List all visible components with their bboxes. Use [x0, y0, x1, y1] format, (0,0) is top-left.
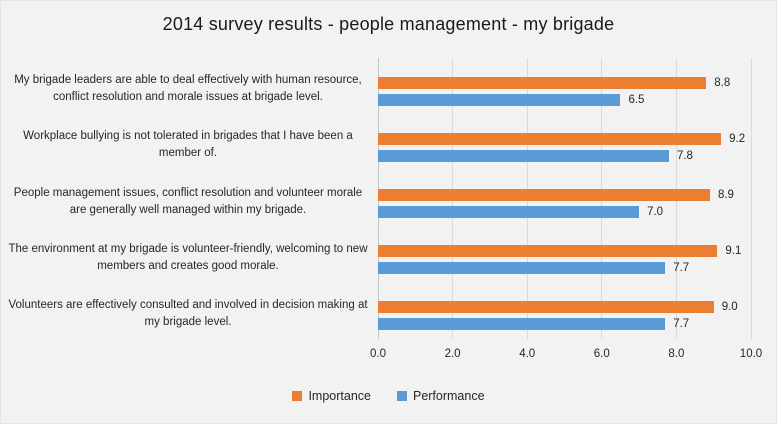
category-row: Volunteers are effectively consulted and… — [1, 286, 751, 342]
importance-bar-line: 9.2 — [378, 132, 751, 145]
legend-label: Importance — [308, 389, 371, 403]
category-label: People management issues, conflict resol… — [13, 186, 363, 216]
importance-bar[interactable] — [378, 189, 710, 201]
category-row: The environment at my brigade is volunte… — [1, 230, 751, 286]
performance-bar-line: 7.8 — [378, 149, 751, 162]
category-label: Workplace bullying is not tolerated in b… — [23, 130, 353, 160]
x-tick-label: 0.0 — [370, 348, 386, 360]
performance-value-label: 7.7 — [673, 318, 690, 331]
x-tick-label: 6.0 — [593, 348, 610, 360]
chart-title: 2014 survey results - people management … — [162, 14, 615, 34]
importance-bar-line: 9.1 — [378, 245, 751, 258]
x-tick-label: 4.0 — [519, 348, 536, 360]
performance-value-label: 7.0 — [647, 206, 664, 218]
legend-item-performance[interactable]: Performance — [396, 389, 485, 403]
legend-label: Performance — [412, 389, 485, 403]
importance-bar-line: 8.8 — [378, 76, 751, 89]
importance-bar[interactable] — [378, 76, 707, 89]
importance-value-label: 8.8 — [714, 76, 731, 89]
category-row: My brigade leaders are able to deal effe… — [1, 61, 751, 117]
category-row: People management issues, conflict resol… — [1, 173, 751, 229]
category-label: My brigade leaders are able to deal effe… — [14, 74, 362, 104]
importance-bar[interactable] — [378, 301, 714, 314]
legend-item-importance[interactable]: Importance — [292, 389, 371, 403]
importance-bar-line: 8.9 — [378, 189, 751, 201]
category-rows: My brigade leaders are able to deal effe… — [1, 61, 751, 342]
performance-bar[interactable] — [378, 206, 640, 218]
bar-group: 8.9 7.0 — [378, 175, 751, 231]
x-tick-label: 10.0 — [739, 348, 763, 360]
importance-bar[interactable] — [378, 245, 718, 258]
performance-bar[interactable] — [378, 262, 666, 275]
importance-value-label: 9.0 — [721, 301, 738, 314]
bar-group: 9.0 7.7 — [378, 288, 751, 344]
performance-bar[interactable] — [378, 318, 666, 331]
bar-group: 9.1 7.7 — [378, 232, 751, 288]
category-label: Volunteers are effectively consulted and… — [8, 298, 368, 328]
performance-legend-swatch — [396, 391, 407, 401]
category-row: Workplace bullying is not tolerated in b… — [1, 117, 751, 173]
performance-bar-line: 7.0 — [378, 206, 751, 218]
performance-bar[interactable] — [378, 149, 669, 162]
importance-value-label: 9.2 — [729, 132, 746, 145]
performance-bar-line: 7.7 — [378, 262, 751, 275]
importance-value-label: 8.9 — [717, 189, 734, 201]
importance-bar-line: 9.0 — [378, 301, 751, 314]
importance-bar[interactable] — [378, 132, 722, 145]
importance-legend-swatch — [292, 391, 303, 401]
performance-bar[interactable] — [378, 93, 621, 106]
performance-bar-line: 7.7 — [378, 318, 751, 331]
category-label: The environment at my brigade is volunte… — [8, 242, 368, 272]
bar-group: 9.2 7.8 — [378, 119, 751, 175]
x-tick-label: 2.0 — [444, 348, 461, 360]
importance-value-label: 9.1 — [725, 245, 742, 258]
x-axis: 0.0 2.0 4.0 6.0 8.0 10.0 — [1, 348, 776, 364]
bar-group: 8.8 6.5 — [378, 63, 751, 119]
performance-value-label: 6.5 — [628, 93, 645, 106]
performance-value-label: 7.7 — [673, 262, 690, 275]
gridline — [750, 58, 752, 339]
legend: Importance Performance — [1, 389, 776, 403]
performance-bar-line: 6.5 — [378, 93, 751, 106]
performance-value-label: 7.8 — [676, 149, 693, 162]
x-tick-label: 8.0 — [668, 348, 685, 360]
